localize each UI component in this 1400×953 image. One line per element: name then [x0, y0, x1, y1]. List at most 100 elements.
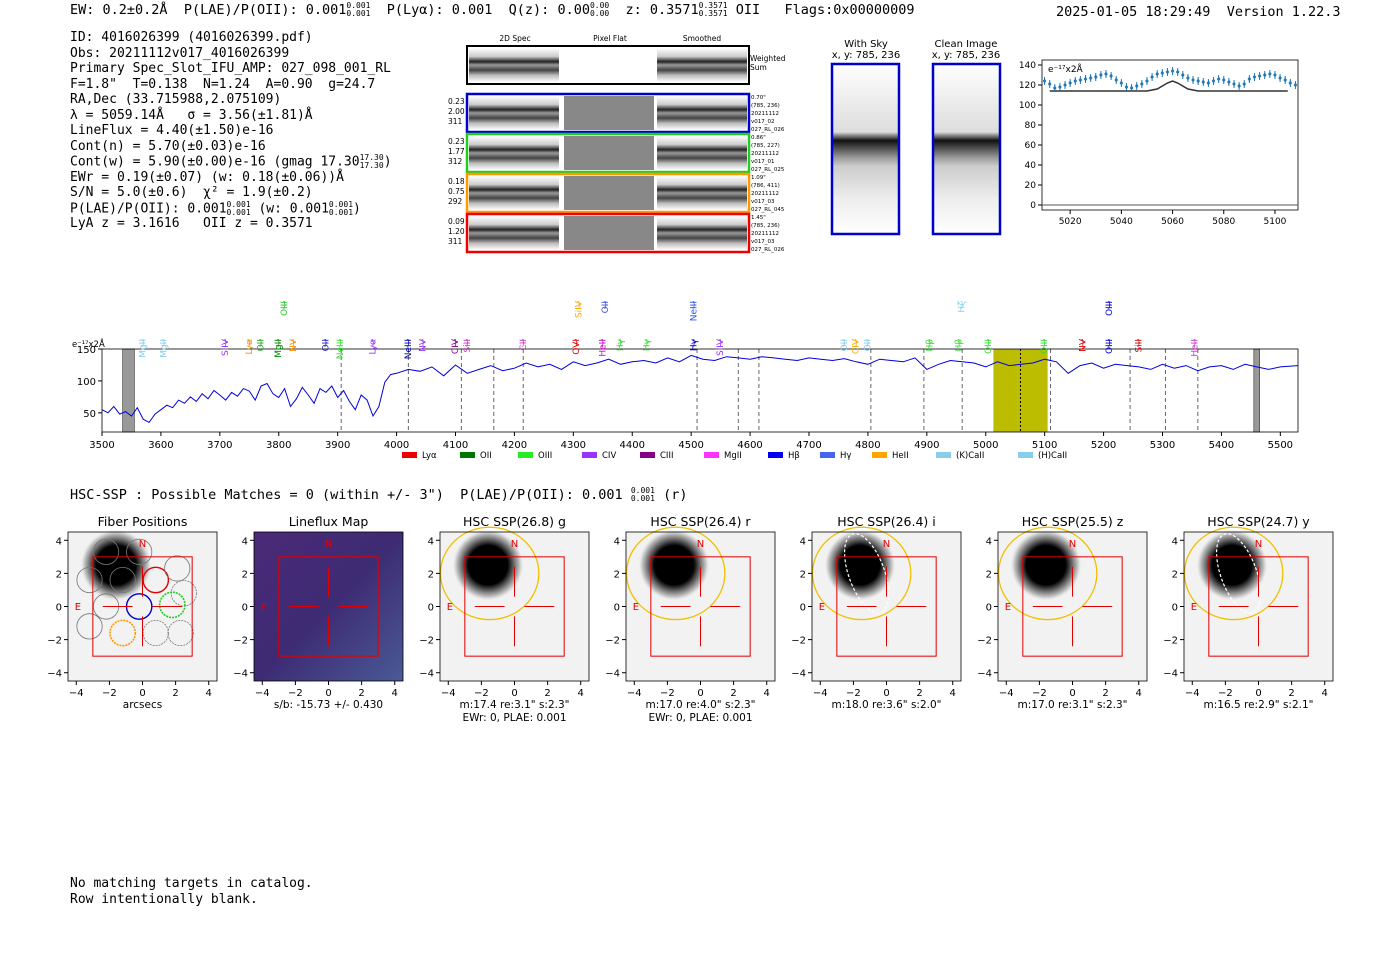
- spec-line-bracket: }: [323, 338, 328, 347]
- fit-ytick-label: 100: [1019, 101, 1036, 111]
- spec-xtick-label: 4800: [855, 440, 880, 451]
- stamp-row-smooth: [657, 176, 747, 210]
- fit-xtick-label: 5080: [1212, 217, 1235, 227]
- spec-xtick-label: 3900: [325, 440, 350, 451]
- panel-xtick-label: −4: [69, 688, 84, 699]
- spec-line-bracket: }: [521, 338, 526, 347]
- imaging-panel: HSC SSP(26.8) g N E −4 −4 −2 −2 0 0 2 2 4 4 m:17.4 re…: [419, 514, 590, 724]
- fit-xtick-label: 5060: [1161, 217, 1184, 227]
- spec-xtick-label: 5100: [1032, 440, 1057, 451]
- spec-legend-swatch: [1018, 452, 1033, 458]
- line-fit-chart: 5020 5040 5060 5080 5100 0 20 40 60 80 100 120 140 e⁻…: [1019, 59, 1299, 227]
- panel-xtick-label: 0: [883, 688, 889, 699]
- panel-ytick-label: 4: [614, 536, 620, 547]
- spec-xtick-label: 5000: [973, 440, 998, 451]
- spec-xtick-label: 4300: [561, 440, 586, 451]
- spec-line-bracket: }: [1192, 338, 1197, 347]
- compass-east: E: [261, 602, 267, 613]
- spec-legend-swatch: [460, 452, 475, 458]
- stamp-row-stat: 0.75: [448, 187, 465, 196]
- panel-xtick-label: 2: [916, 688, 922, 699]
- spec-xtick-label: 5400: [1209, 440, 1234, 451]
- fit-data-point: [1237, 83, 1241, 89]
- spec-line-label: CIV: [451, 338, 461, 354]
- fit-data-point: [1196, 78, 1200, 84]
- spec-legend-label: HeII: [892, 451, 909, 461]
- panel-ytick-label: 4: [428, 536, 434, 547]
- spec-line-bracket: }: [1042, 338, 1047, 347]
- header-right: 2025-01-05 18:29:49 Version 1.22.3: [1056, 4, 1341, 20]
- spec-xtick-label: 5200: [1091, 440, 1116, 451]
- spec-line-label: NV: [1078, 338, 1088, 352]
- info-ewr: EWr = 0.19(±0.07) (w: 0.18(±0.06))Å: [70, 169, 344, 185]
- fit-data-point: [1252, 74, 1257, 80]
- panel-ytick-label: −4: [1163, 669, 1178, 680]
- spec-line-label: MgII: [139, 339, 149, 358]
- with-sky-image: [830, 62, 901, 236]
- sky-panels: With Sky x, y: 785, 236 Clean Image x, y…: [830, 39, 1002, 236]
- col-2d-spec: 2D Spec: [499, 34, 530, 43]
- with-sky-title: With Sky: [844, 39, 888, 50]
- stamp-row-stat: 292: [448, 197, 463, 206]
- fit-data-point: [1058, 84, 1062, 90]
- panel-xtick-label: 4: [1322, 688, 1328, 699]
- spec-line-label: SiIV: [575, 300, 585, 318]
- stamp-row-meta: 20211112: [751, 111, 779, 117]
- panel-ytick-label: 2: [1172, 569, 1178, 580]
- fit-data-point: [1257, 73, 1262, 79]
- spec-line-label: OII: [321, 339, 331, 351]
- panel-xlabel: s/b: -15.73 +/- 0.430: [274, 699, 383, 711]
- fit-xtick-label: 5100: [1264, 217, 1287, 227]
- fit-data-point: [1273, 72, 1277, 78]
- compass-north: N: [1069, 539, 1076, 550]
- panel-xtick-label: −2: [102, 688, 117, 699]
- with-sky-coords: x, y: 785, 236: [832, 50, 901, 61]
- fit-data-point: [1160, 70, 1165, 76]
- catalog-note-1: No matching targets in catalog.: [70, 876, 313, 891]
- fit-data-point: [1175, 69, 1180, 75]
- plae-value: P(LAE)/P(OII): 0.001: [183, 2, 347, 18]
- panel-ytick-label: −4: [419, 669, 434, 680]
- spec-line-bracket: }: [618, 338, 623, 347]
- weighted-smooth: [657, 48, 747, 82]
- panel-xtick-label: 2: [544, 688, 550, 699]
- stamp-row-stat: 0.23: [448, 137, 465, 146]
- panel-xlabel: m:16.5 re:2.9" s:2.1": [1204, 699, 1314, 711]
- spec-legend-label: CIV: [602, 451, 616, 461]
- imaging-panels: Fiber Positions N E −4 −4 −2 −2 0 0 2 2 4 4 arcsecs Li…: [47, 514, 1334, 724]
- info-block: ID: 4016026399 (4016026399.pdf) Obs: 202…: [70, 30, 392, 232]
- stamp-row-meta: 027_RL_026: [751, 127, 785, 133]
- panel-xlabel: arcsecs: [123, 699, 162, 711]
- stamp-row-flat: [564, 176, 654, 210]
- compass-north: N: [697, 539, 704, 550]
- fit-data-point: [1293, 82, 1298, 88]
- panel-xlabel2: EWr: 0, PLAE: 0.001: [648, 712, 752, 724]
- stamp-row-stat: 311: [448, 117, 463, 126]
- stamp-row-smooth: [657, 136, 747, 170]
- panel-xtick-label: 0: [1255, 688, 1261, 699]
- weighted-label-1: Weighted: [750, 54, 786, 63]
- fiber-circle: [167, 619, 194, 647]
- spec-xtick-label: 3500: [89, 440, 114, 451]
- spec-line-bracket: }: [927, 338, 932, 347]
- flags-value: Flags:0x00000009: [784, 2, 915, 18]
- panel-xtick-label: 0: [511, 688, 517, 699]
- spec-line-bracket: }: [842, 338, 847, 347]
- fit-data-point: [1201, 79, 1206, 85]
- panel-xtick-label: 0: [325, 688, 331, 699]
- footprint-box: [1208, 556, 1309, 657]
- footprint-box: [92, 556, 193, 657]
- spec-line-label: MgII: [159, 339, 169, 358]
- spec-legend-label: Hγ: [840, 451, 851, 461]
- stamp-row-meta: 20211112: [751, 231, 779, 237]
- stamp-row-2d: [469, 176, 559, 210]
- panel-ytick-label: 4: [986, 536, 992, 547]
- spec-line-label: CIV: [852, 338, 862, 354]
- z-value: z: 0.3571: [625, 2, 699, 18]
- info-sn: S/N = 5.0(±0.6) χ² = 1.9(±0.2): [70, 185, 313, 200]
- spec-xtick-label: 3700: [207, 440, 232, 451]
- spec-xtick-label: 4500: [678, 440, 703, 451]
- panel-ytick-label: 2: [986, 569, 992, 580]
- fit-ytick-label: 40: [1025, 161, 1037, 171]
- spec-line-label: NV: [419, 338, 429, 352]
